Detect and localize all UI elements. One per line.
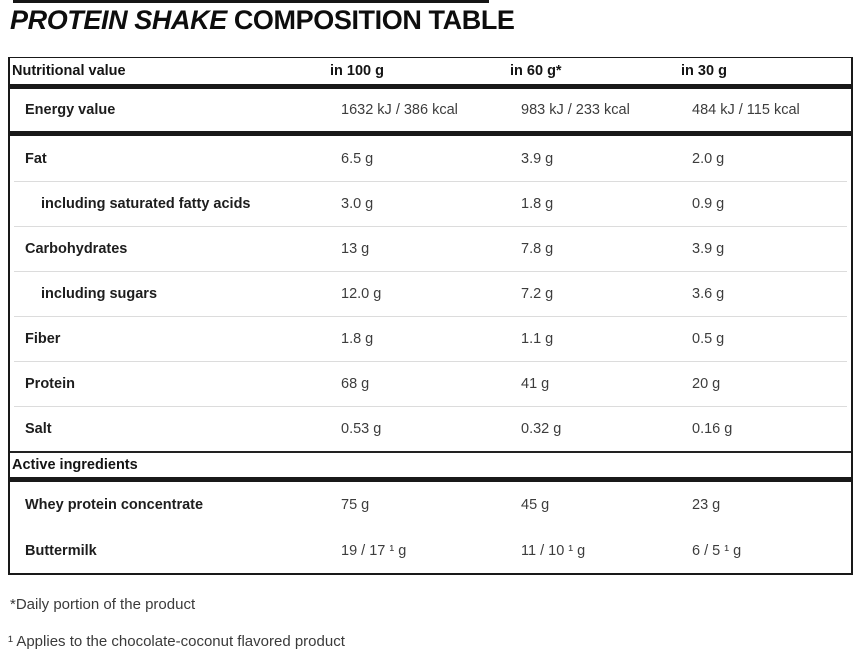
- value-per-100g: 6.5 g: [341, 150, 374, 167]
- value-per-100g: 0.53 g: [341, 420, 382, 437]
- divider-thick: [10, 84, 851, 89]
- value-per-100g: 19 / 17 ¹ g: [341, 542, 407, 559]
- column-header-in-60g: in 60 g*: [510, 63, 562, 79]
- table-row-energy: Energy value 1632 kJ / 386 kcal 983 kJ /…: [10, 89, 851, 131]
- row-label: Energy value: [25, 102, 116, 118]
- page-title-suffix: COMPOSITION TABLE: [233, 5, 515, 35]
- table-row-carbohydrates: Carbohydrates 13 g 7.8 g 3.9 g: [10, 226, 851, 271]
- value-per-60g: 1.1 g: [521, 330, 554, 347]
- divider-thick: [10, 477, 851, 482]
- value-per-100g: 75 g: [341, 497, 370, 513]
- table-header-row: Nutritional value in 100 g in 60 g* in 3…: [10, 58, 851, 84]
- value-per-60g: 7.2 g: [521, 285, 554, 302]
- value-per-100g: 3.0 g: [341, 195, 374, 212]
- section-header-label: Active ingredients: [12, 457, 138, 473]
- row-label: Buttermilk: [25, 542, 97, 559]
- row-label: Whey protein concentrate: [25, 497, 204, 513]
- divider-thick: [10, 131, 851, 136]
- table-row-fiber: Fiber 1.8 g 1.1 g 0.5 g: [10, 316, 851, 361]
- table-row-fat: Fat 6.5 g 3.9 g 2.0 g: [10, 136, 851, 181]
- value-per-60g: 983 kJ / 233 kcal: [521, 102, 630, 118]
- footnote-flavor-note: ¹ Applies to the chocolate-coconut flavo…: [8, 633, 345, 650]
- value-per-30g: 6 / 5 ¹ g: [692, 542, 742, 559]
- page-title: PROTEIN SHAKE COMPOSITION TABLE: [10, 4, 515, 37]
- row-label: including saturated fatty acids: [41, 195, 251, 212]
- composition-table: Nutritional value in 100 g in 60 g* in 3…: [8, 57, 853, 575]
- value-per-60g: 41 g: [521, 375, 550, 392]
- top-crop-bar: [13, 0, 489, 3]
- table-row-saturated-fatty-acids: including saturated fatty acids 3.0 g 1.…: [10, 181, 851, 226]
- page-title-product: PROTEIN SHAKE: [10, 5, 227, 35]
- row-label: Protein: [25, 375, 75, 392]
- footnote-daily-portion: *Daily portion of the product: [10, 596, 196, 613]
- value-per-30g: 23 g: [692, 497, 721, 513]
- value-per-30g: 2.0 g: [692, 150, 725, 167]
- value-per-30g: 3.9 g: [692, 240, 725, 257]
- value-per-30g: 0.5 g: [692, 330, 725, 347]
- value-per-30g: 3.6 g: [692, 285, 725, 302]
- column-header-nutritional-value: Nutritional value: [12, 63, 126, 79]
- value-per-100g: 13 g: [341, 240, 370, 257]
- value-per-60g: 45 g: [521, 497, 550, 513]
- value-per-60g: 7.8 g: [521, 240, 554, 257]
- table-row-protein: Protein 68 g 41 g 20 g: [10, 361, 851, 406]
- row-label: Carbohydrates: [25, 240, 128, 257]
- value-per-100g: 68 g: [341, 375, 370, 392]
- value-per-100g: 1632 kJ / 386 kcal: [341, 102, 458, 118]
- table-row-whey-protein-concentrate: Whey protein concentrate 75 g 45 g 23 g: [10, 482, 851, 528]
- row-label: Salt: [25, 420, 52, 437]
- value-per-60g: 1.8 g: [521, 195, 554, 212]
- table-row-buttermilk: Buttermilk 19 / 17 ¹ g 11 / 10 ¹ g 6 / 5…: [10, 528, 851, 573]
- table-row-salt: Salt 0.53 g 0.32 g 0.16 g: [10, 406, 851, 451]
- column-header-in-30g: in 30 g: [681, 63, 727, 79]
- value-per-30g: 0.9 g: [692, 195, 725, 212]
- table-row-sugars: including sugars 12.0 g 7.2 g 3.6 g: [10, 271, 851, 316]
- section-header-active-ingredients: Active ingredients: [10, 453, 851, 477]
- value-per-100g: 1.8 g: [341, 330, 374, 347]
- value-per-60g: 0.32 g: [521, 420, 562, 437]
- value-per-60g: 11 / 10 ¹ g: [521, 542, 586, 559]
- row-label: including sugars: [41, 285, 158, 302]
- value-per-100g: 12.0 g: [341, 285, 382, 302]
- divider-thin: [10, 451, 851, 453]
- row-label: Fiber: [25, 330, 61, 347]
- value-per-60g: 3.9 g: [521, 150, 554, 167]
- column-header-in-100g: in 100 g: [330, 63, 384, 79]
- row-label: Fat: [25, 150, 47, 167]
- value-per-30g: 20 g: [692, 375, 721, 392]
- value-per-30g: 0.16 g: [692, 420, 733, 437]
- value-per-30g: 484 kJ / 115 kcal: [692, 102, 800, 118]
